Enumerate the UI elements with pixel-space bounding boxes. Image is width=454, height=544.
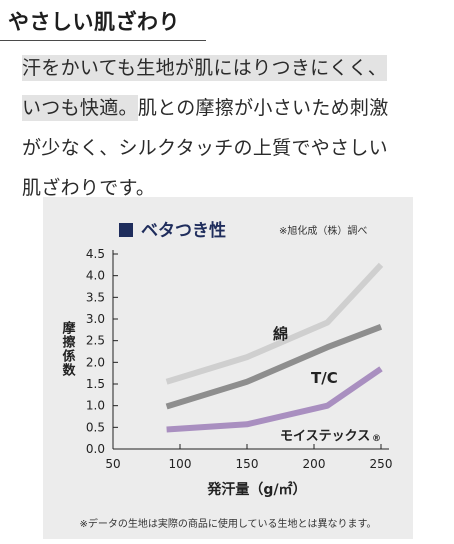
y-tick-label: 1.5 (86, 377, 105, 391)
line-chart: ベタつき性 ※旭化成（株）調べ 0.0 0.5 1.0 1.5 2.0 2.5 3.0 3.5… (60, 220, 393, 498)
x-tick-label: 200 (303, 457, 326, 471)
x-tick-label: 150 (236, 457, 259, 471)
section-heading: やさしい肌ざわり (8, 10, 180, 34)
chart-panel: ベタつき性 ※旭化成（株）調べ 0.0 0.5 1.0 1.5 2.0 2.5 3.0 3.5… (43, 197, 413, 539)
chart-footnote: ※データの生地は実際の商品に使用している生地とは異なります。 (79, 519, 377, 530)
y-tick-label: 2.0 (86, 355, 105, 369)
y-tick-label: 4.0 (86, 269, 105, 283)
description-line-1: 汗をかいても生地が肌にはりつきにくく、 (22, 48, 422, 88)
heading-underline (0, 40, 206, 41)
x-tick-label: 100 (169, 457, 192, 471)
series-label-mark: ® (372, 434, 381, 444)
series-label: モイステックス (280, 429, 370, 444)
chart-source-note: ※旭化成（株）調べ (279, 224, 367, 237)
chart-title: ベタつき性 (141, 220, 226, 241)
y-tick-label: 2.5 (86, 334, 105, 348)
highlight-line-2: いつも快適。 (22, 95, 138, 121)
y-tick-label: 3.0 (86, 312, 105, 326)
y-tick-label: 4.5 (86, 247, 105, 261)
series-line-tc (165, 323, 383, 410)
x-tick-label: 250 (370, 457, 393, 471)
series-label: T/C (311, 369, 338, 387)
description-line-4: 肌ざわりです。 (22, 177, 156, 199)
x-tick-label: 50 (105, 457, 120, 471)
y-tick-label: 0.5 (86, 420, 105, 434)
y-axis-label: 摩擦係数 (60, 320, 76, 377)
y-tick-label: 1.0 (86, 399, 105, 413)
description-line-2: いつも快適。肌との摩擦が小さいため刺激 (22, 88, 422, 128)
y-tick-label: 3.5 (86, 290, 105, 304)
description-line-3: が少なく、シルクタッチの上質でやさしい (22, 137, 388, 159)
description-text: 汗をかいても生地が肌にはりつきにくく、 いつも快適。肌との摩擦が小さいため刺激 … (22, 48, 422, 208)
description-line-2-rest: 肌との摩擦が小さいため刺激 (137, 97, 389, 119)
highlight-line-1: 汗をかいても生地が肌にはりつきにくく、 (22, 55, 387, 81)
y-tick-label: 0.0 (86, 442, 105, 456)
series-line-moistex (166, 366, 383, 433)
x-axis-label: 発汗量（g/㎡） (206, 481, 306, 498)
series-line-cotton (165, 262, 384, 385)
series-label: 綿 (273, 325, 288, 343)
chart-title-square (119, 223, 133, 237)
